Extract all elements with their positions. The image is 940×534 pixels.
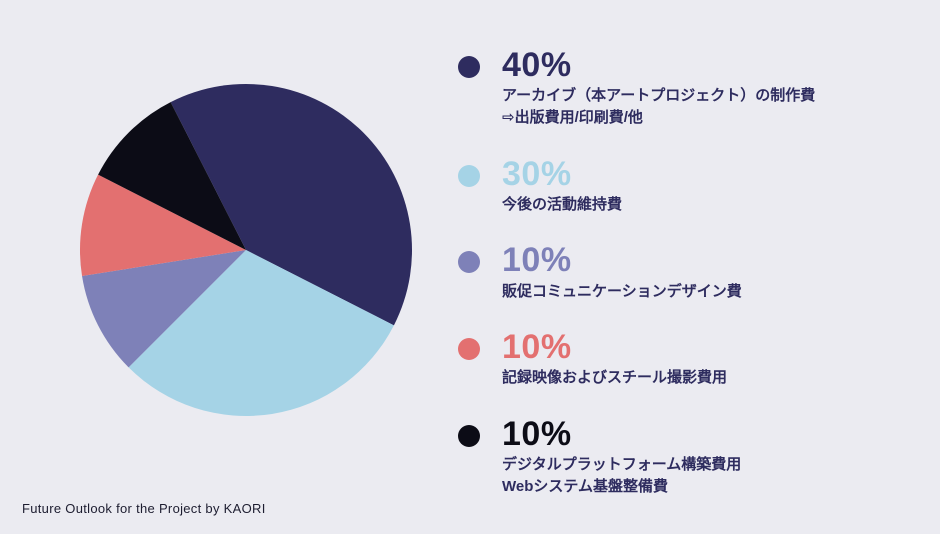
- legend-text: 40% アーカイブ（本アートプロジェクト）の制作費 ⇨出版費用/印刷費/他: [502, 46, 815, 129]
- legend-item-3: 10% 記録映像およびスチール撮影費用: [458, 328, 908, 389]
- legend-dot-icon: [458, 56, 480, 78]
- legend-text: 10% 販促コミュニケーションデザイン費: [502, 241, 742, 302]
- legend-percentage: 40%: [502, 46, 572, 84]
- legend-percentage: 30%: [502, 154, 572, 193]
- legend: 40% アーカイブ（本アートプロジェクト）の制作費 ⇨出版費用/印刷費/他 30% 今後…: [458, 46, 908, 498]
- legend-text: 30% 今後の活動維持費: [502, 155, 622, 216]
- legend-label: 販促コミュニケーションデザイン費: [502, 282, 742, 300]
- legend-percentage: 10%: [502, 415, 572, 454]
- legend-item-0: 40% アーカイブ（本アートプロジェクト）の制作費 ⇨出版費用/印刷費/他: [458, 46, 908, 129]
- legend-text: 10% 記録映像およびスチール撮影費用: [502, 328, 727, 389]
- pie-slice-2: [82, 250, 246, 368]
- pie-slice-4: [98, 102, 246, 250]
- legend-label: アーカイブ（本アートプロジェクト）の制作費: [502, 87, 816, 105]
- legend-item-1: 30% 今後の活動維持費: [458, 155, 908, 216]
- legend-text: 10% デジタルプラットフォーム構築費用 Webシステム基盤整備費: [502, 415, 741, 498]
- pie-slice-0: [170, 83, 413, 326]
- legend-item-2: 10% 販促コミュニケーションデザイン費: [458, 241, 908, 302]
- pie-chart-svg: [79, 83, 413, 417]
- legend-label: デジタルプラットフォーム構築費用: [502, 456, 742, 474]
- legend-sublabel: ⇨出版費用/印刷費/他: [502, 108, 643, 126]
- legend-percentage: 10%: [502, 241, 572, 280]
- pie-slice-3: [79, 174, 246, 276]
- footer-caption: Future Outlook for the Project by KAORI: [22, 501, 266, 516]
- legend-dot-icon: [458, 425, 480, 448]
- pie-chart: [78, 82, 414, 418]
- pie-slice-1: [128, 250, 394, 417]
- legend-sublabel: Webシステム基盤整備費: [502, 477, 668, 495]
- legend-percentage: 10%: [502, 328, 572, 367]
- legend-label: 記録映像およびスチール撮影費用: [502, 369, 728, 387]
- legend-label: 今後の活動維持費: [502, 195, 623, 213]
- legend-dot-icon: [458, 164, 480, 187]
- legend-dot-icon: [458, 251, 480, 274]
- legend-item-4: 10% デジタルプラットフォーム構築費用 Webシステム基盤整備費: [458, 415, 908, 498]
- legend-dot-icon: [458, 338, 480, 361]
